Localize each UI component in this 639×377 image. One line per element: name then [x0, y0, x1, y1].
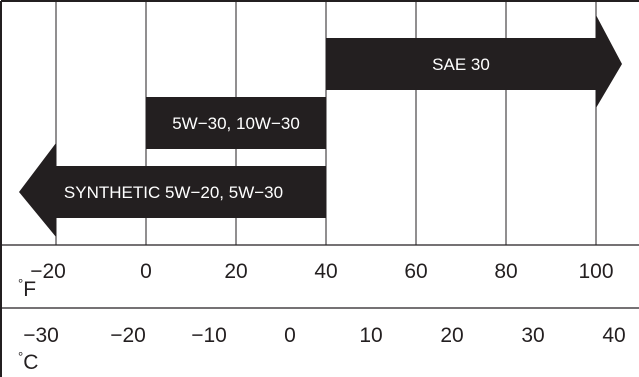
celsius-unit-letter: C — [23, 351, 38, 374]
fahrenheit-unit-label: °F — [18, 276, 36, 301]
tick-label-c-3: 0 — [284, 324, 296, 347]
bar-2 — [19, 143, 326, 237]
tick-label-f-4: 60 — [404, 260, 427, 283]
tick-label-c-4: 10 — [359, 324, 382, 347]
tick-label-c-0: −30 — [23, 324, 59, 347]
celsius-unit-label: °C — [18, 349, 38, 374]
tick-label-f-5: 80 — [494, 260, 517, 283]
tick-label-f-6: 100 — [578, 260, 613, 283]
bar-1 — [146, 97, 326, 149]
tick-label-c-1: −20 — [110, 324, 146, 347]
viscosity-bars: SAE 30 5W−30, 10W−30 SYNTHETIC 5W−20, 5W−3… — [19, 15, 622, 237]
bar-label-2: SYNTHETIC 5W−20, 5W−30 — [64, 183, 283, 202]
tick-label-f-1: 0 — [140, 260, 152, 283]
celsius-axis: °C −30 −20 −10 0 10 20 30 40 — [18, 324, 626, 374]
bar-label-0: SAE 30 — [432, 55, 490, 74]
bar-label-1: 5W−30, 10W−30 — [172, 114, 300, 133]
fahrenheit-axis: °F −20 0 20 40 60 80 100 — [18, 260, 614, 301]
tick-label-f-3: 40 — [314, 260, 337, 283]
tick-label-c-6: 30 — [521, 324, 544, 347]
celsius-degree-sign: ° — [18, 349, 23, 364]
tick-label-c-5: 20 — [440, 324, 463, 347]
fahrenheit-unit-letter: F — [23, 278, 36, 301]
tick-label-c-2: −10 — [191, 324, 227, 347]
tick-label-f-2: 20 — [224, 260, 247, 283]
tick-label-f-0: −20 — [30, 260, 66, 283]
tick-label-c-7: 40 — [602, 324, 625, 347]
fahrenheit-degree-sign: ° — [18, 276, 23, 291]
bar-0 — [326, 15, 622, 108]
